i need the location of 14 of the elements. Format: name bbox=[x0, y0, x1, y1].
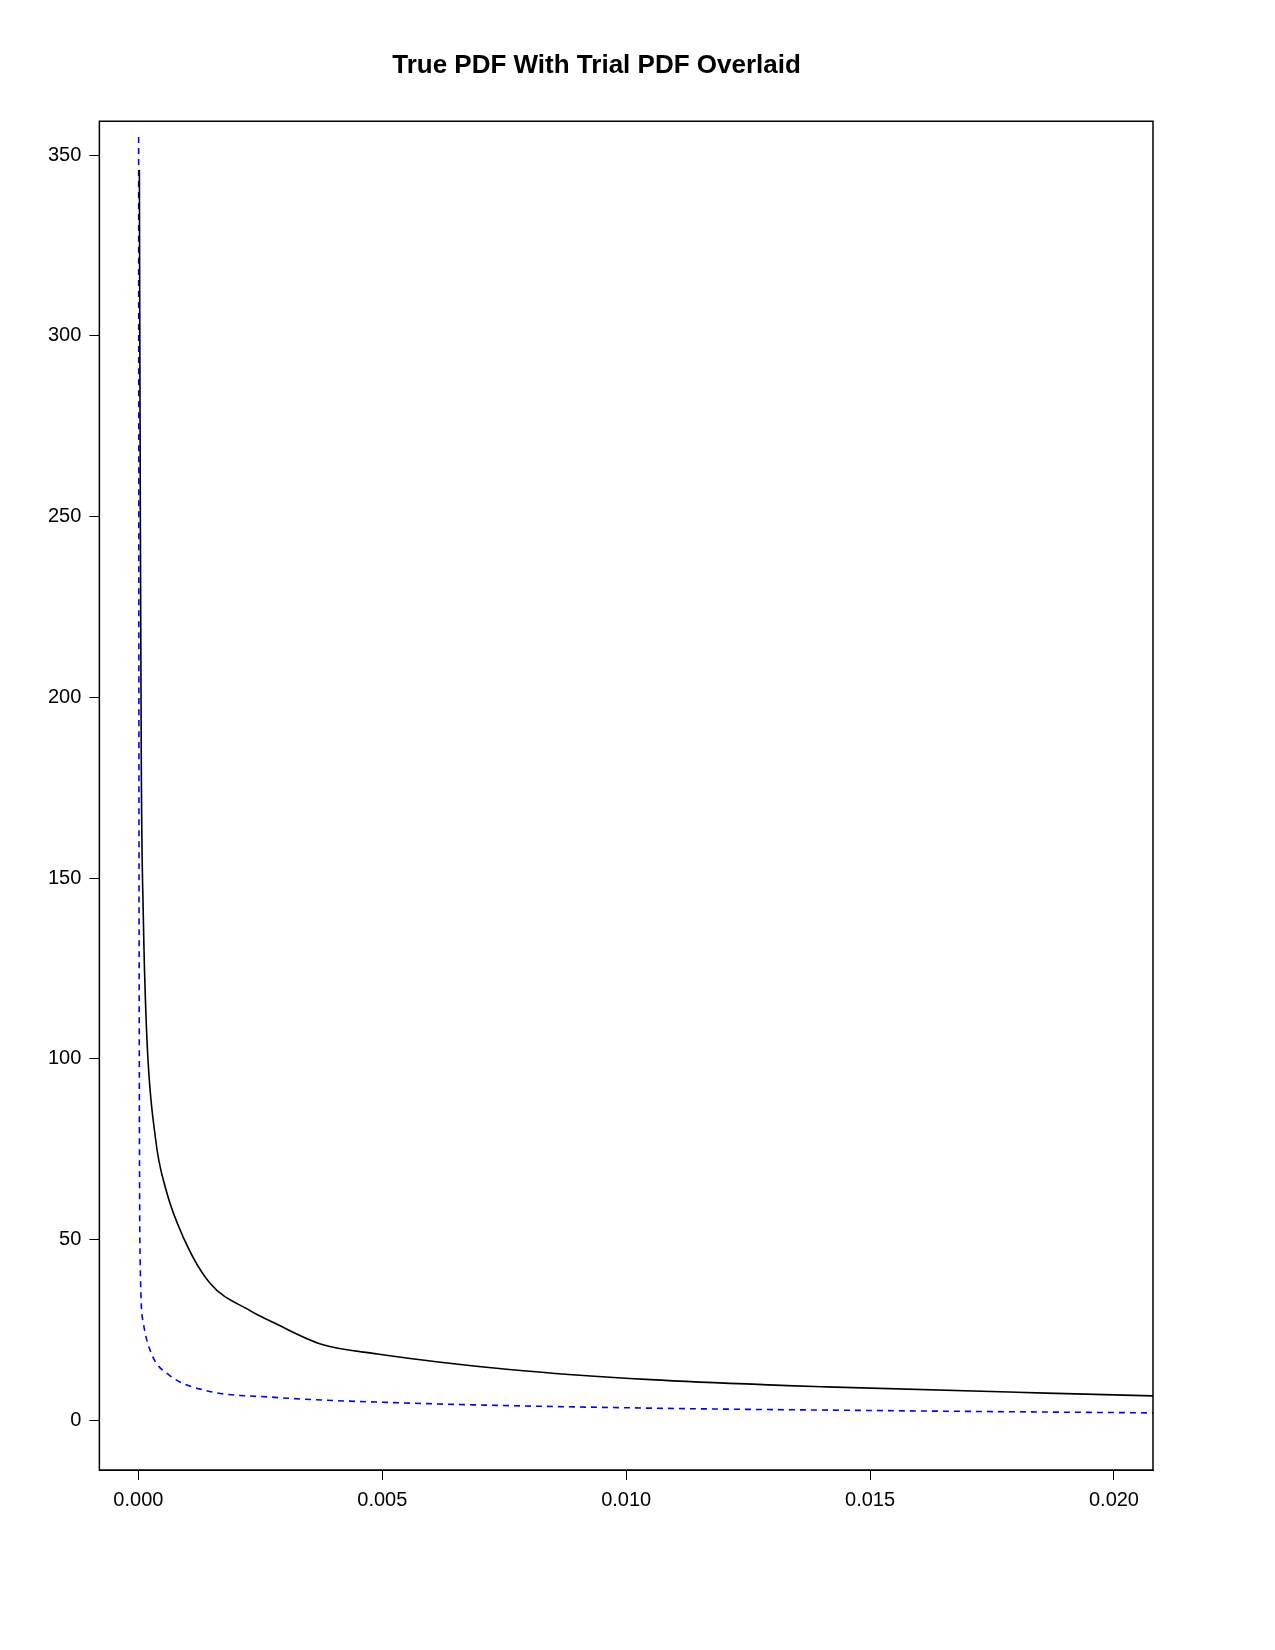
y-tick-label: 350 bbox=[47, 142, 82, 165]
x-tick-label: 0.020 bbox=[1088, 1487, 1140, 1510]
x-tick-label: 0.005 bbox=[357, 1487, 408, 1510]
y-tick-label: 300 bbox=[47, 323, 82, 346]
x-tick-label: 0.010 bbox=[601, 1487, 652, 1510]
y-tick-label: 150 bbox=[47, 865, 82, 888]
chart-title: True PDF With Trial PDF Overlaid bbox=[392, 48, 801, 79]
x-tick-label: 0.000 bbox=[113, 1487, 164, 1510]
y-tick-label: 100 bbox=[47, 1046, 82, 1069]
x-tick-label: 0.015 bbox=[845, 1487, 896, 1510]
y-tick-label: 200 bbox=[47, 684, 82, 707]
y-tick-label: 50 bbox=[59, 1226, 82, 1249]
y-tick-label: 0 bbox=[70, 1407, 82, 1430]
y-tick-label: 250 bbox=[47, 504, 82, 527]
